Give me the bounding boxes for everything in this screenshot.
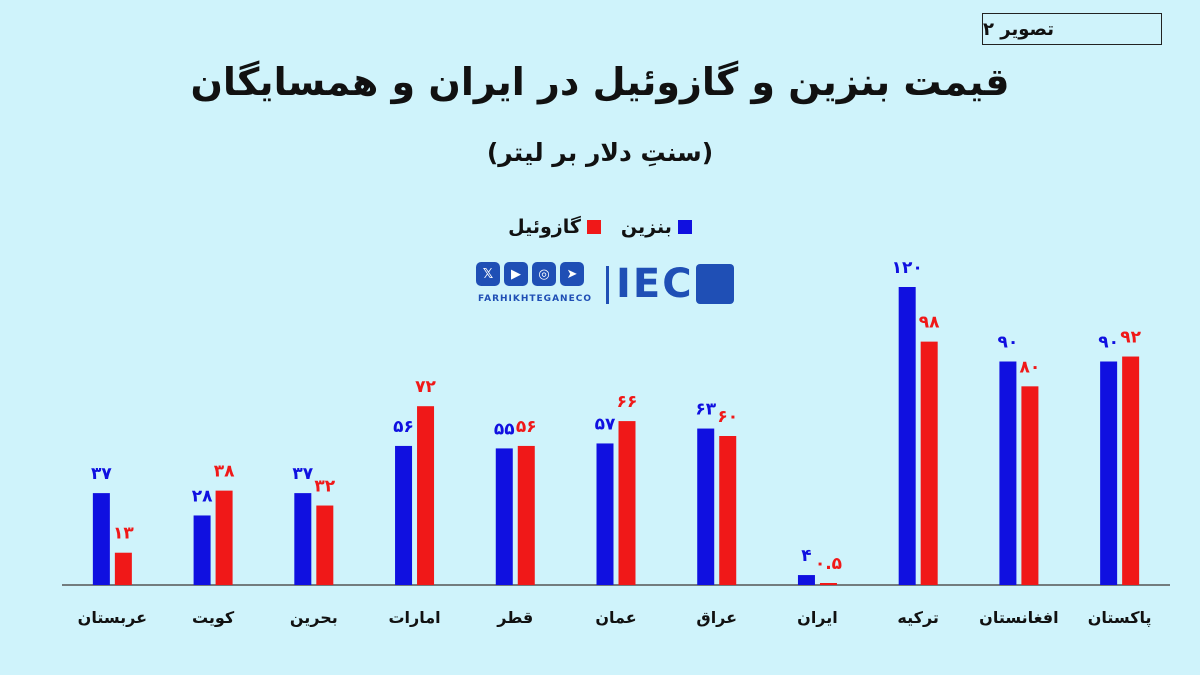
legend-label-diesel: گازوئیل bbox=[508, 216, 581, 238]
bar-gasoline-4 bbox=[495, 448, 513, 585]
instagram-icon[interactable]: ◎ bbox=[532, 262, 556, 286]
category-label-9: افغانستان bbox=[979, 608, 1058, 627]
data-label-gasoline-5: ۵۷ bbox=[595, 414, 616, 434]
data-label-gasoline-2: ۳۷ bbox=[292, 464, 313, 484]
bar-diesel-9 bbox=[1021, 386, 1039, 585]
data-label-diesel-0: ۱۳ bbox=[113, 524, 134, 544]
category-label-5: عمان bbox=[595, 608, 636, 627]
bar-diesel-5 bbox=[618, 421, 636, 585]
bar-gasoline-8 bbox=[898, 287, 916, 585]
data-label-diesel-3: ۷۲ bbox=[415, 377, 436, 397]
data-label-diesel-10: ۹۲ bbox=[1120, 328, 1141, 348]
figure-badge: تصویر ۲ bbox=[982, 13, 1162, 45]
brand-name: IEC bbox=[616, 261, 694, 307]
data-label-diesel-2: ۳۲ bbox=[314, 477, 335, 497]
data-label-diesel-1: ۳۸ bbox=[214, 462, 235, 482]
data-label-diesel-5: ۶۶ bbox=[617, 392, 638, 412]
data-label-diesel-4: ۵۶ bbox=[516, 417, 537, 437]
legend-swatch-diesel bbox=[586, 220, 601, 234]
category-label-3: امارات bbox=[388, 608, 440, 627]
bar-diesel-1 bbox=[215, 490, 233, 585]
bar-gasoline-2 bbox=[294, 493, 312, 585]
chart-subtitle: (سنتِ دلار بر لیتر) bbox=[486, 138, 714, 167]
category-label-0: عربستان bbox=[78, 608, 147, 627]
bar-gasoline-0 bbox=[92, 493, 110, 585]
bar-diesel-2 bbox=[316, 505, 334, 585]
data-label-gasoline-10: ۹۰ bbox=[1098, 333, 1119, 353]
bar-gasoline-9 bbox=[999, 361, 1017, 585]
bar-gasoline-3 bbox=[395, 445, 413, 585]
legend-item-diesel: گازوئیل bbox=[508, 216, 601, 238]
legend: بنزین گازوئیل bbox=[500, 212, 700, 242]
category-label-8: ترکیه bbox=[897, 608, 939, 627]
data-label-diesel-9: ۸۰ bbox=[1020, 357, 1041, 377]
data-label-gasoline-4: ۵۵ bbox=[494, 419, 515, 439]
bar-diesel-10 bbox=[1122, 356, 1140, 585]
telegram-icon[interactable]: ➤ bbox=[560, 262, 584, 286]
bar-gasoline-10 bbox=[1100, 361, 1118, 585]
category-label-10: پاکستان bbox=[1088, 608, 1152, 628]
category-label-1: کویت bbox=[192, 608, 235, 627]
category-label-4: قطر bbox=[496, 608, 533, 627]
legend-label-gasoline: بنزین bbox=[620, 216, 672, 238]
x-icon[interactable]: 𝕏 bbox=[476, 262, 500, 286]
data-label-gasoline-9: ۹۰ bbox=[998, 333, 1019, 353]
category-label-7: ایران bbox=[797, 608, 838, 627]
data-label-gasoline-3: ۵۶ bbox=[393, 417, 414, 437]
brand-logo-icon bbox=[696, 264, 734, 304]
legend-item-gasoline: بنزین bbox=[621, 216, 692, 238]
brand-handle: FARHIKHTEGANECO bbox=[478, 294, 592, 304]
data-label-diesel-6: ۶۰ bbox=[717, 407, 738, 427]
data-label-gasoline-6: ۶۳ bbox=[695, 400, 716, 420]
brand-separator bbox=[606, 266, 609, 304]
chart-title: قیمت بنزین و گازوئیل در ایران و همسایگان bbox=[190, 60, 1010, 104]
youtube-icon[interactable]: ▶ bbox=[504, 262, 528, 286]
brand-block: 𝕏 ▶ ◎ ➤ FARHIKHTEGANECO IEC bbox=[476, 262, 736, 310]
bar-diesel-4 bbox=[517, 445, 535, 585]
social-icons: 𝕏 ▶ ◎ ➤ bbox=[476, 262, 588, 286]
bar-gasoline-1 bbox=[193, 515, 211, 585]
bar-diesel-8 bbox=[920, 341, 938, 585]
bar-diesel-0 bbox=[114, 552, 132, 585]
bar-diesel-6 bbox=[719, 436, 737, 585]
category-label-2: بحرین bbox=[290, 608, 338, 627]
bar-gasoline-7 bbox=[797, 575, 815, 585]
data-label-gasoline-8: ۱۲۰ bbox=[892, 258, 923, 278]
data-label-diesel-8: ۹۸ bbox=[919, 313, 940, 333]
bar-diesel-7 bbox=[819, 583, 837, 585]
legend-swatch-gasoline bbox=[677, 220, 692, 234]
bar-gasoline-6 bbox=[697, 428, 715, 585]
data-label-gasoline-7: ۴ bbox=[801, 546, 811, 566]
data-label-gasoline-0: ۳۷ bbox=[91, 464, 112, 484]
bar-diesel-3 bbox=[417, 406, 435, 585]
bar-gasoline-5 bbox=[596, 443, 614, 585]
data-label-diesel-7: ۰.۵ bbox=[815, 554, 842, 574]
category-label-6: عراق bbox=[696, 608, 737, 627]
data-label-gasoline-1: ۲۸ bbox=[192, 486, 213, 506]
